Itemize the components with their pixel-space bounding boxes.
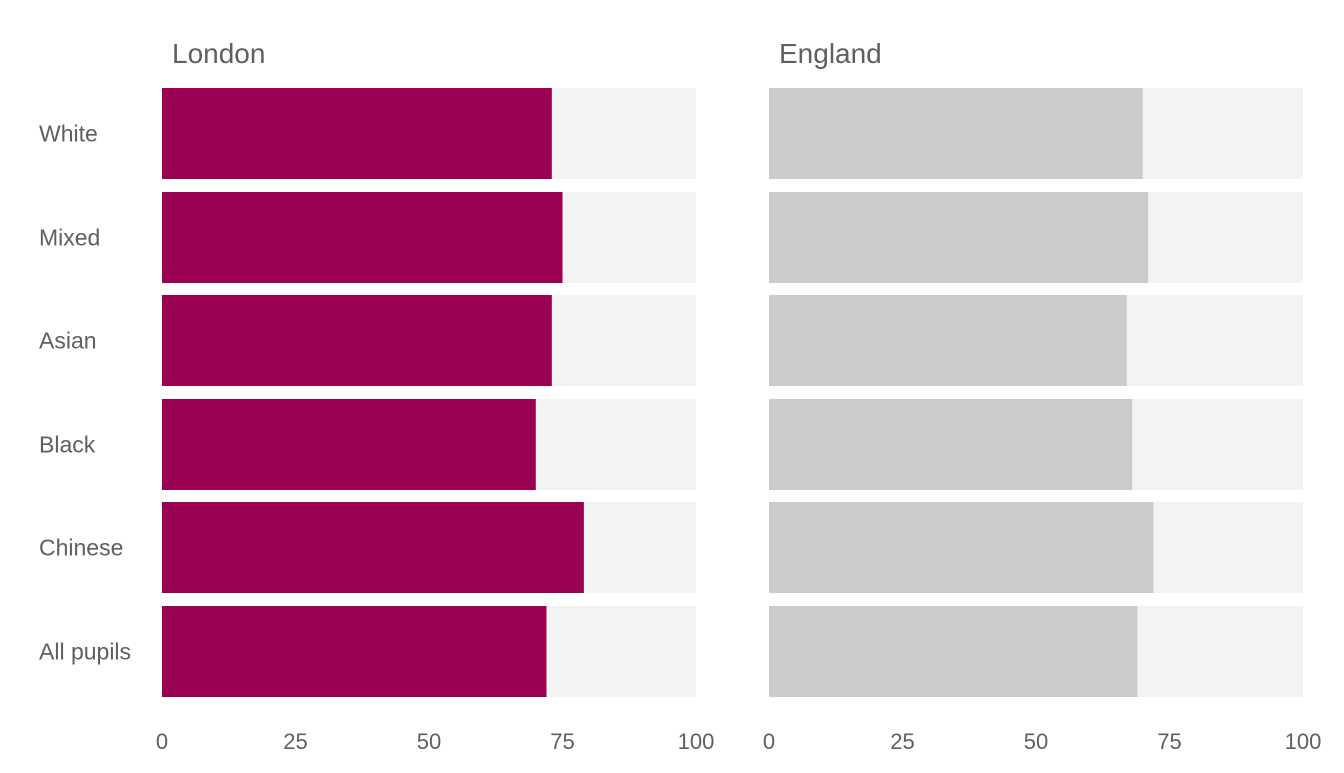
x-tick-label: 50	[1024, 729, 1048, 754]
x-tick-label: 25	[283, 729, 307, 754]
x-tick-label: 50	[417, 729, 441, 754]
bar-chinese	[162, 502, 584, 593]
category-label: White	[39, 121, 98, 147]
bar-asian	[162, 295, 552, 386]
bar-black	[769, 399, 1133, 490]
x-tick-label: 100	[1285, 729, 1322, 754]
bar-all-pupils	[769, 606, 1138, 697]
x-tick-label: 0	[156, 729, 168, 754]
bar-mixed	[162, 192, 563, 283]
bar-white	[769, 88, 1143, 179]
category-label: Black	[39, 432, 96, 458]
panel-title: London	[172, 38, 265, 69]
bar-mixed	[769, 192, 1149, 283]
x-tick-label: 25	[890, 729, 914, 754]
category-label: Asian	[39, 328, 97, 354]
category-label: Mixed	[39, 225, 100, 251]
bar-asian	[769, 295, 1127, 386]
x-tick-label: 100	[678, 729, 715, 754]
x-tick-label: 75	[1157, 729, 1181, 754]
bar-black	[162, 399, 536, 490]
panel-title: England	[779, 38, 882, 69]
category-label: All pupils	[39, 639, 131, 665]
category-label: Chinese	[39, 535, 123, 561]
bar-chinese	[769, 502, 1154, 593]
bar-all-pupils	[162, 606, 547, 697]
bar-white	[162, 88, 552, 179]
x-tick-label: 0	[763, 729, 775, 754]
x-tick-label: 75	[550, 729, 574, 754]
